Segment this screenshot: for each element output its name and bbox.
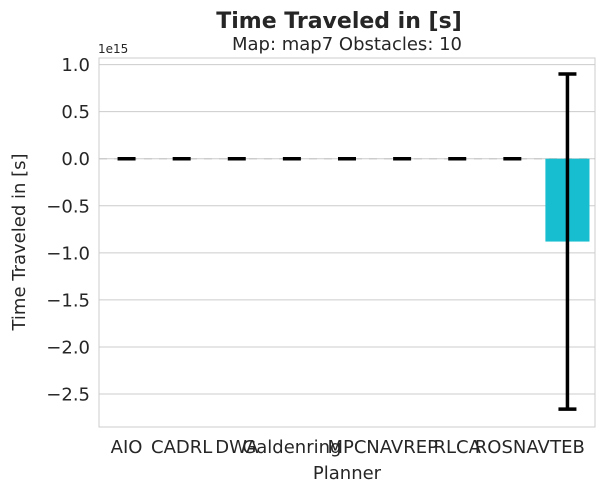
y-offset-label: 1e15 xyxy=(98,42,128,56)
y-tick-label: 0.5 xyxy=(61,102,90,123)
y-tick-label: −0.5 xyxy=(46,196,90,217)
y-tick-label: −1.5 xyxy=(46,290,90,311)
chart-subtitle: Map: map7 Obstacles: 10 xyxy=(232,34,462,55)
y-tick-label: 1.0 xyxy=(61,55,90,76)
plot-area: 1.0 0.5 0.0 −0.5 −1.0 −1.5 −2.0 −2.5 AIO CADRL DWA… xyxy=(46,55,596,458)
x-tick-label-teb: TEB xyxy=(549,437,585,458)
y-tick-label: −2.5 xyxy=(46,385,90,406)
x-tick-label-rlca: RLCA xyxy=(434,437,482,458)
x-tick-label-cadrl: CADRL xyxy=(151,437,212,458)
y-axis-label: Time Traveled in [s] xyxy=(9,153,30,331)
x-axis-label: Planner xyxy=(313,463,382,484)
x-tick-label-galdenring: Galdenring xyxy=(242,437,341,458)
x-tick-label-mpc: MPC xyxy=(328,437,367,458)
x-tick-label-navrep: NAVREP xyxy=(366,437,438,458)
axes-frame xyxy=(98,57,596,428)
x-tick-label-dwa: DWA xyxy=(215,437,259,458)
x-tick-label-aio: AIO xyxy=(111,437,143,458)
y-tick-label: −2.0 xyxy=(46,337,90,358)
y-tick-label: −1.0 xyxy=(46,243,90,264)
x-tick-label-rosnav: ROSNAV xyxy=(475,437,551,458)
y-tick-label: 0.0 xyxy=(61,149,90,170)
chart-title: Time Traveled in [s] xyxy=(216,9,462,34)
